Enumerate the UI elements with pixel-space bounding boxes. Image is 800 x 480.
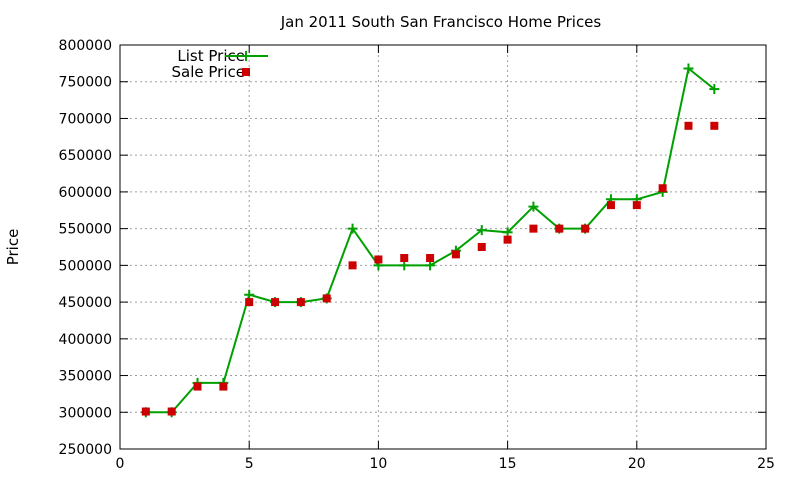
list-price-point: [244, 289, 255, 300]
sale-price-point: [296, 298, 305, 307]
list-price-point: [476, 225, 487, 236]
y-tick-label: 400000: [59, 332, 112, 348]
sale-price-point: [658, 184, 667, 193]
sale-price-point: [322, 294, 331, 303]
legend-label-list-price: List Price: [177, 47, 245, 65]
sale-price-point: [400, 254, 409, 263]
sale-price-point: [529, 224, 538, 233]
chart-title: Jan 2011 South San Francisco Home Prices: [280, 13, 602, 31]
sale-price-point: [374, 255, 383, 264]
y-tick-label: 550000: [59, 222, 112, 238]
list-price-point: [502, 227, 513, 238]
y-tick-label: 350000: [59, 369, 112, 385]
x-tick-label: 10: [369, 456, 387, 472]
list-price-point: [528, 201, 539, 212]
x-tick-label: 0: [116, 456, 125, 472]
sale-price-point: [141, 407, 150, 416]
sale-price-point: [555, 224, 564, 233]
sale-price-point: [219, 382, 228, 391]
sale-price-point: [503, 235, 512, 244]
y-tick-label: 500000: [59, 258, 112, 274]
axis-ticks: 250000 300000 350000 400000 450000 500000 5500…: [59, 38, 775, 472]
y-tick-label: 700000: [59, 111, 112, 127]
sale-price-point: [477, 243, 486, 251]
list-price-point: [425, 260, 436, 271]
grid: [120, 45, 766, 449]
x-tick-label: 5: [245, 456, 254, 472]
y-tick-label: 650000: [59, 148, 112, 164]
y-tick-label: 250000: [59, 442, 112, 458]
sale-price-point: [426, 254, 435, 263]
y-tick-label: 300000: [59, 405, 112, 421]
x-tick-label: 20: [628, 456, 646, 472]
sale-price-point: [348, 261, 357, 270]
list-price-point: [399, 260, 410, 271]
sale-price-point: [193, 382, 202, 391]
y-axis-label: Price: [4, 229, 22, 266]
x-tick-label: 25: [757, 456, 775, 472]
sale-price-point: [710, 121, 719, 130]
list-price-line: [145, 66, 715, 414]
legend-marker-sale-price: [242, 68, 250, 76]
list-price-point: [709, 84, 720, 95]
sale-price-point: [684, 121, 693, 130]
x-tick-label: 15: [499, 456, 517, 472]
y-tick-label: 800000: [59, 38, 112, 54]
sale-price-point: [245, 298, 254, 307]
sale-price-point: [632, 201, 641, 210]
list-price-point: [347, 223, 358, 234]
y-tick-label: 750000: [59, 75, 112, 91]
sale-price-point: [271, 298, 280, 307]
sale-price-point: [606, 201, 615, 210]
legend-label-sale-price: Sale Price: [172, 63, 245, 81]
series-layer: [140, 63, 720, 418]
sale-price-point: [167, 407, 176, 416]
y-tick-label: 600000: [59, 185, 112, 201]
sale-price-point: [451, 250, 460, 259]
plot-frame: [119, 44, 767, 450]
list-price-point: [683, 63, 694, 74]
y-tick-label: 450000: [59, 295, 112, 311]
sale-price-point: [581, 224, 590, 233]
